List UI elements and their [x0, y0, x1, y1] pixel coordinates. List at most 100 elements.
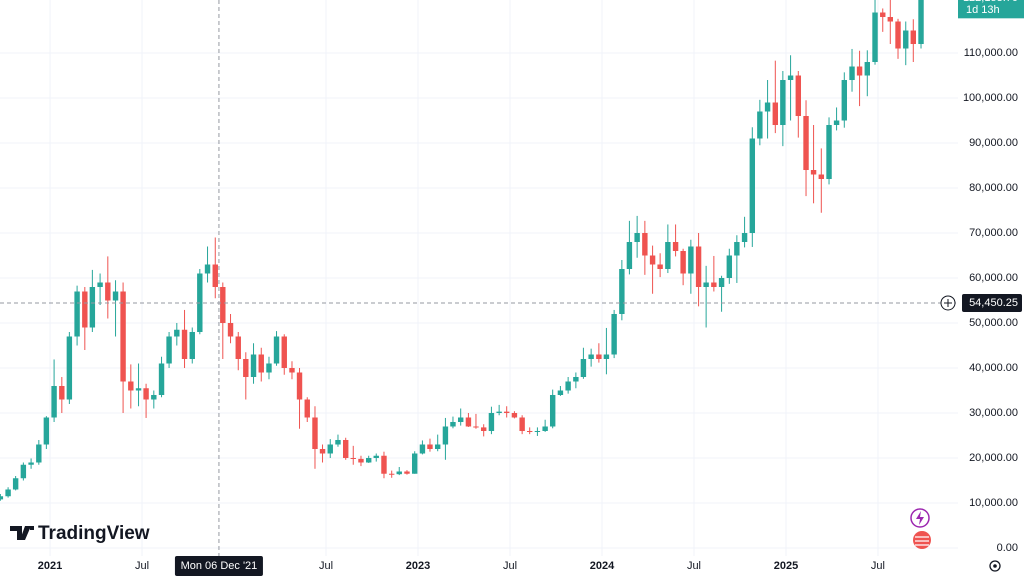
x-tick-label: 2023	[406, 560, 430, 572]
candle-body	[895, 21, 901, 49]
side-icons[interactable]	[910, 508, 931, 549]
candle-body	[59, 385, 65, 400]
candle-body	[519, 417, 525, 431]
candle-body	[358, 458, 364, 463]
candle-body	[918, 0, 924, 45]
candle-body	[780, 80, 786, 126]
candle-body	[672, 242, 679, 252]
candle-body	[128, 381, 134, 391]
tv-logo: TradingView	[10, 523, 150, 544]
flag-stripes	[915, 536, 929, 546]
candle-body	[549, 394, 556, 427]
candle-body	[573, 376, 579, 382]
y-tick-label: 100,000.00	[963, 92, 1018, 104]
candle-body	[542, 426, 548, 431]
candle-body	[5, 489, 11, 497]
candle-body	[511, 412, 518, 418]
crosshair-y-box	[962, 293, 1022, 312]
candle-body	[335, 439, 341, 445]
candle-body	[726, 255, 733, 278]
candle-body	[642, 233, 648, 256]
candle-body	[856, 66, 863, 76]
y-tick-label: 20,000.00	[969, 452, 1018, 464]
candle-body	[841, 80, 848, 121]
candle-body	[105, 282, 111, 301]
candle-body	[465, 417, 472, 427]
candle-body	[795, 75, 802, 117]
candle-body	[557, 390, 564, 395]
candle-body	[903, 30, 909, 49]
candle-body	[20, 464, 27, 479]
candle-body	[764, 102, 771, 112]
candle-body	[496, 411, 502, 413]
candle-body	[588, 354, 594, 359]
last-price-box	[958, 0, 1024, 19]
candle-body	[36, 444, 42, 463]
candle-body	[580, 358, 587, 377]
candle-body	[143, 388, 149, 400]
flag-icon[interactable]	[913, 531, 931, 549]
candle-body	[910, 30, 916, 45]
candle-body	[411, 453, 418, 474]
y-tick-label: 70,000.00	[969, 227, 1018, 239]
candle-body	[872, 12, 878, 63]
candle-body	[89, 286, 96, 328]
candle-body	[396, 471, 402, 475]
candle-body	[688, 246, 694, 274]
candle-body	[235, 336, 241, 359]
candle-body	[526, 430, 533, 432]
y-tick-label: 0.00	[997, 542, 1018, 554]
settings[interactable]	[989, 560, 1001, 572]
crosshair-add-glyph	[944, 298, 952, 307]
grid	[0, 0, 958, 556]
candle-body	[503, 411, 510, 413]
candle-body	[289, 367, 295, 373]
candle-body	[381, 455, 387, 474]
candle-body	[204, 264, 211, 274]
candle-body	[166, 336, 172, 364]
gear-icon[interactable]	[989, 560, 1001, 572]
candle-body	[434, 444, 441, 449]
countdown: 1d 13h	[966, 4, 1000, 16]
candle-body	[596, 354, 602, 359]
candle-body	[97, 282, 103, 287]
y-tick-label: 90,000.00	[969, 137, 1018, 149]
candle-body	[603, 354, 610, 359]
candle-body	[818, 174, 825, 180]
y-tick-label: 30,000.00	[969, 407, 1018, 419]
candle-body	[112, 291, 119, 301]
flash-glyph	[916, 511, 924, 525]
candle-body	[450, 421, 456, 427]
candle-body	[174, 329, 180, 337]
candle-body	[611, 313, 617, 355]
candles	[0, 0, 924, 501]
candle-body	[365, 457, 372, 463]
candle-body	[711, 282, 717, 287]
candle-body	[565, 381, 571, 391]
crosshair-x-label: Mon 06 Dec '21	[181, 560, 258, 572]
candle-body	[803, 116, 809, 171]
y-tick-label: 10,000.00	[969, 497, 1018, 509]
candle-body	[212, 264, 218, 287]
x-tick-label: 2024	[590, 560, 615, 572]
candle-body	[749, 138, 756, 234]
candle-body	[849, 66, 855, 81]
candle-body	[120, 291, 126, 382]
candle-body	[427, 444, 433, 449]
x-tick-label: Jul	[503, 560, 517, 572]
candle-body	[419, 444, 426, 454]
candle-body	[457, 417, 464, 422]
candle-body	[741, 233, 748, 243]
candle-body	[258, 354, 264, 373]
candle-body	[787, 75, 794, 81]
x-tick-label: 2025	[774, 560, 798, 572]
candle-body	[757, 111, 763, 139]
candle-body	[619, 269, 625, 314]
candle-body	[810, 170, 817, 175]
candle-body	[327, 444, 333, 454]
candle-body	[135, 388, 142, 391]
candle-body	[649, 255, 656, 265]
y-tick-label: 110,000.00	[964, 47, 1018, 59]
crosshair-x-box	[174, 556, 263, 576]
